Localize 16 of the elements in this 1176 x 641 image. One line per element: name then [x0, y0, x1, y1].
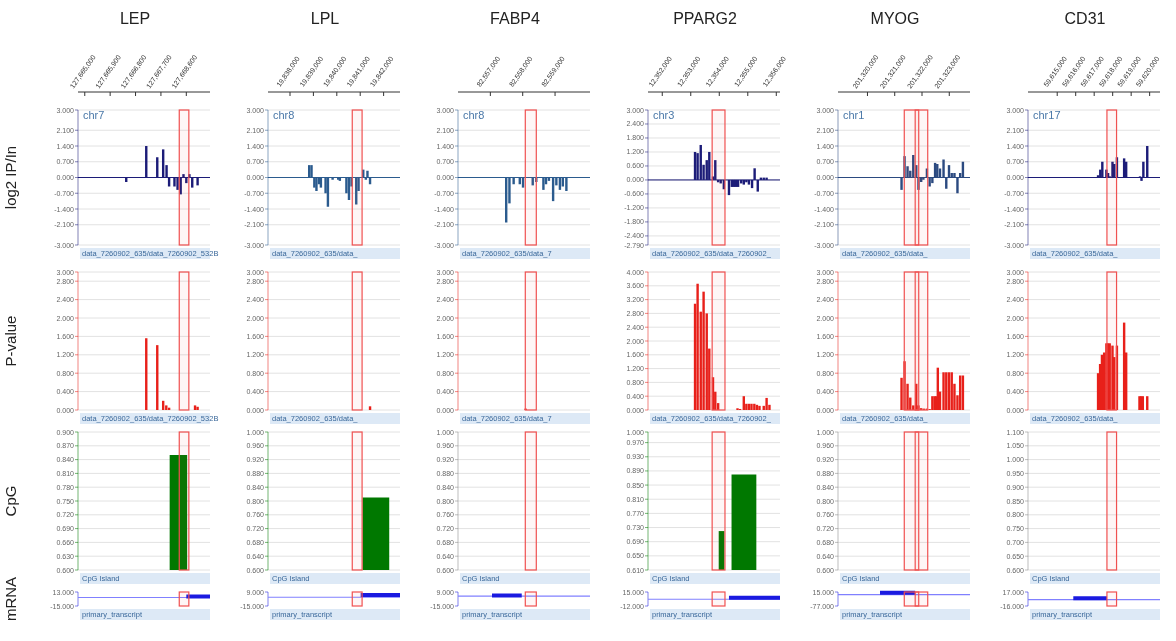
chart-title: FABP4	[490, 10, 540, 27]
annotation: chr8	[273, 109, 295, 121]
y-axis-title: mRNA	[2, 576, 19, 622]
y-axis-title: log2 IP/In	[2, 145, 19, 210]
annotation: chr3	[653, 109, 675, 121]
annotation: chr1	[843, 109, 865, 121]
y-axis-title: CpG	[2, 485, 19, 517]
chart-title: CD31	[1064, 10, 1106, 27]
chart-title: LEP	[119, 10, 151, 27]
annotation: chr7	[83, 109, 105, 121]
annotation: chr17	[1033, 109, 1061, 121]
y-axis-title: P-value	[2, 315, 19, 367]
chart-title: MYOG	[870, 10, 920, 27]
annotation: chr8	[463, 109, 485, 121]
chart-title: LPL	[310, 10, 340, 27]
chart-title: PPARG2	[673, 10, 737, 27]
